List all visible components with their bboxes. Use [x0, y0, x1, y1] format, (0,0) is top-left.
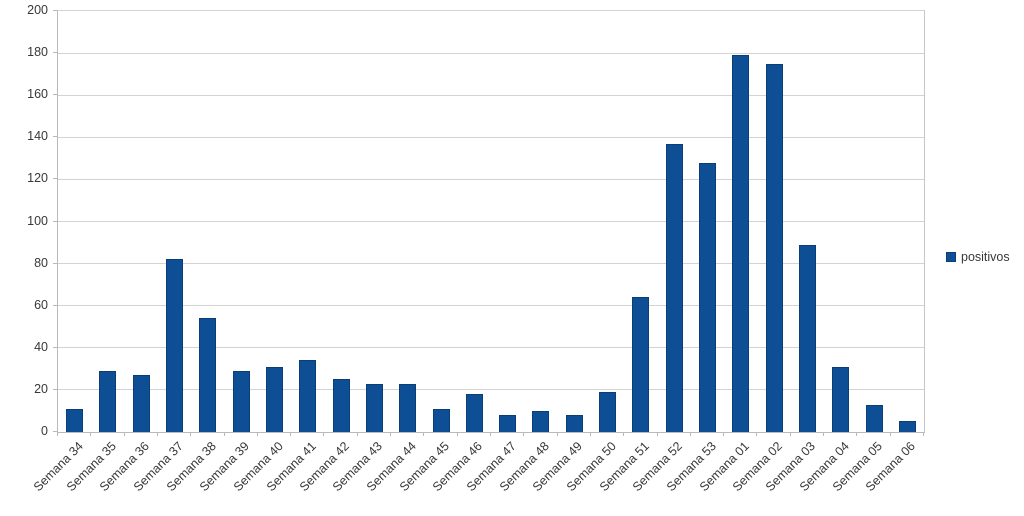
- x-tick: [423, 432, 425, 436]
- y-tick: [53, 262, 57, 264]
- x-tick: [490, 432, 491, 436]
- y-tick: [53, 136, 57, 138]
- gridline-60: [58, 305, 924, 307]
- bar-semana-52: [665, 144, 683, 432]
- bar-semana-53: [699, 163, 716, 432]
- bar-semana-49: [565, 415, 583, 432]
- plot-area: [57, 10, 925, 433]
- x-tick: [190, 432, 192, 436]
- x-tick: [123, 432, 125, 436]
- legend-series-label: positivos: [961, 250, 1010, 264]
- gridline-120: [58, 178, 924, 180]
- y-tick-label: 20: [34, 381, 48, 396]
- bar-semana-04: [832, 367, 850, 432]
- bar-semana-48: [532, 411, 550, 432]
- bar-semana-41: [299, 360, 317, 432]
- y-tick-label: 80: [34, 255, 48, 270]
- y-tick: [53, 52, 57, 54]
- x-tick: [156, 432, 158, 436]
- x-tick: [256, 432, 258, 436]
- gridline-140: [58, 136, 924, 138]
- x-tick: [823, 432, 825, 436]
- bar-semana-46: [465, 394, 483, 432]
- y-tick: [53, 388, 57, 390]
- y-tick-label: 100: [27, 213, 48, 228]
- gridline-180: [58, 52, 924, 54]
- bar-semana-38: [199, 318, 217, 432]
- bar-semana-40: [266, 367, 283, 432]
- gridline-100: [58, 221, 924, 222]
- y-tick: [53, 178, 57, 180]
- y-tick-label: 180: [27, 45, 48, 60]
- legend: positivos: [946, 250, 1010, 264]
- y-tick: [53, 94, 57, 96]
- bar-semana-37: [166, 259, 184, 432]
- bar-semana-42: [332, 379, 350, 432]
- bar-semana-36: [132, 375, 150, 432]
- x-tick: [223, 432, 225, 436]
- x-tick: [756, 432, 758, 436]
- x-tick: [656, 432, 658, 436]
- y-tick: [53, 304, 57, 306]
- bar-semana-47: [499, 415, 517, 432]
- bar-semana-39: [232, 371, 250, 432]
- gridline-80: [58, 263, 924, 265]
- bar-semana-05: [865, 405, 883, 432]
- bar-semana-44: [399, 384, 417, 432]
- x-tick: [57, 432, 58, 436]
- y-tick-label: 40: [34, 339, 48, 354]
- x-tick: [356, 432, 358, 436]
- x-tick: [789, 432, 791, 436]
- y-tick: [53, 10, 57, 11]
- x-tick: [723, 432, 725, 436]
- gridline-20: [58, 389, 924, 391]
- x-tick: [623, 432, 625, 436]
- x-tick: [290, 432, 292, 436]
- bar-semana-43: [365, 384, 383, 432]
- gridline-40: [58, 347, 924, 349]
- x-tick: [689, 432, 691, 436]
- y-tick: [53, 220, 57, 222]
- bar-semana-51: [632, 297, 650, 432]
- bar-semana-02: [765, 64, 783, 432]
- bar-semana-01: [732, 55, 750, 432]
- x-tick: [323, 432, 325, 436]
- x-tick: [556, 432, 558, 436]
- bar-semana-35: [99, 371, 117, 432]
- bar-semana-34: [66, 409, 84, 432]
- bar-semana-45: [432, 409, 450, 432]
- x-tick: [90, 432, 92, 436]
- x-tick: [889, 432, 891, 436]
- y-tick-label: 120: [27, 171, 48, 186]
- bar-semana-03: [798, 245, 816, 432]
- y-tick-label: 200: [27, 3, 48, 17]
- y-tick-label: 160: [27, 87, 48, 102]
- y-tick-label: 0: [41, 424, 48, 438]
- x-tick: [923, 432, 924, 436]
- y-tick: [53, 431, 57, 432]
- x-tick: [589, 432, 591, 436]
- gridline-160: [58, 94, 924, 96]
- y-tick-label: 140: [27, 129, 48, 144]
- x-tick: [856, 432, 858, 436]
- y-tick-label: 60: [34, 297, 48, 312]
- bar-semana-06: [898, 421, 916, 432]
- x-tick: [390, 432, 392, 436]
- legend-color-swatch: [946, 252, 956, 262]
- y-tick: [53, 346, 57, 348]
- bar-semana-50: [599, 392, 617, 432]
- x-tick: [523, 432, 525, 436]
- x-tick: [456, 432, 458, 436]
